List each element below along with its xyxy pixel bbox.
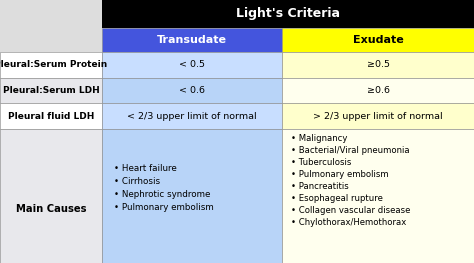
Text: < 2/3 upper limit of normal: < 2/3 upper limit of normal <box>127 112 257 121</box>
Text: ≥0.6: ≥0.6 <box>366 86 390 95</box>
Bar <box>282 129 474 263</box>
Bar <box>282 78 474 103</box>
Bar <box>0 103 102 129</box>
Text: • Malignancy
• Bacterial/Viral pneumonia
• Tuberculosis
• Pulmonary embolism
• P: • Malignancy • Bacterial/Viral pneumonia… <box>291 134 410 226</box>
Bar <box>282 103 474 129</box>
Text: ≥0.5: ≥0.5 <box>366 60 390 69</box>
Bar <box>0 78 102 103</box>
Bar <box>102 129 282 263</box>
Text: Light's Criteria: Light's Criteria <box>236 7 340 20</box>
Text: Transudate: Transudate <box>157 35 227 45</box>
Text: > 2/3 upper limit of normal: > 2/3 upper limit of normal <box>313 112 443 121</box>
Bar <box>102 0 474 28</box>
Bar <box>282 28 474 52</box>
Text: Pleural:Serum LDH: Pleural:Serum LDH <box>2 86 100 95</box>
Text: Main Causes: Main Causes <box>16 204 86 214</box>
Text: • Heart failure
• Cirrhosis
• Nephrotic syndrome
• Pulmonary embolism: • Heart failure • Cirrhosis • Nephrotic … <box>114 164 213 212</box>
Text: Pleural:Serum Protein: Pleural:Serum Protein <box>0 60 108 69</box>
Bar <box>102 28 282 52</box>
Bar <box>282 52 474 78</box>
Text: < 0.6: < 0.6 <box>179 86 205 95</box>
Bar <box>0 129 102 263</box>
Bar <box>0 52 102 78</box>
Bar <box>102 103 282 129</box>
Bar <box>102 78 282 103</box>
Text: Exudate: Exudate <box>353 35 403 45</box>
Text: < 0.5: < 0.5 <box>179 60 205 69</box>
Bar <box>102 52 282 78</box>
Text: Pleural fluid LDH: Pleural fluid LDH <box>8 112 94 121</box>
